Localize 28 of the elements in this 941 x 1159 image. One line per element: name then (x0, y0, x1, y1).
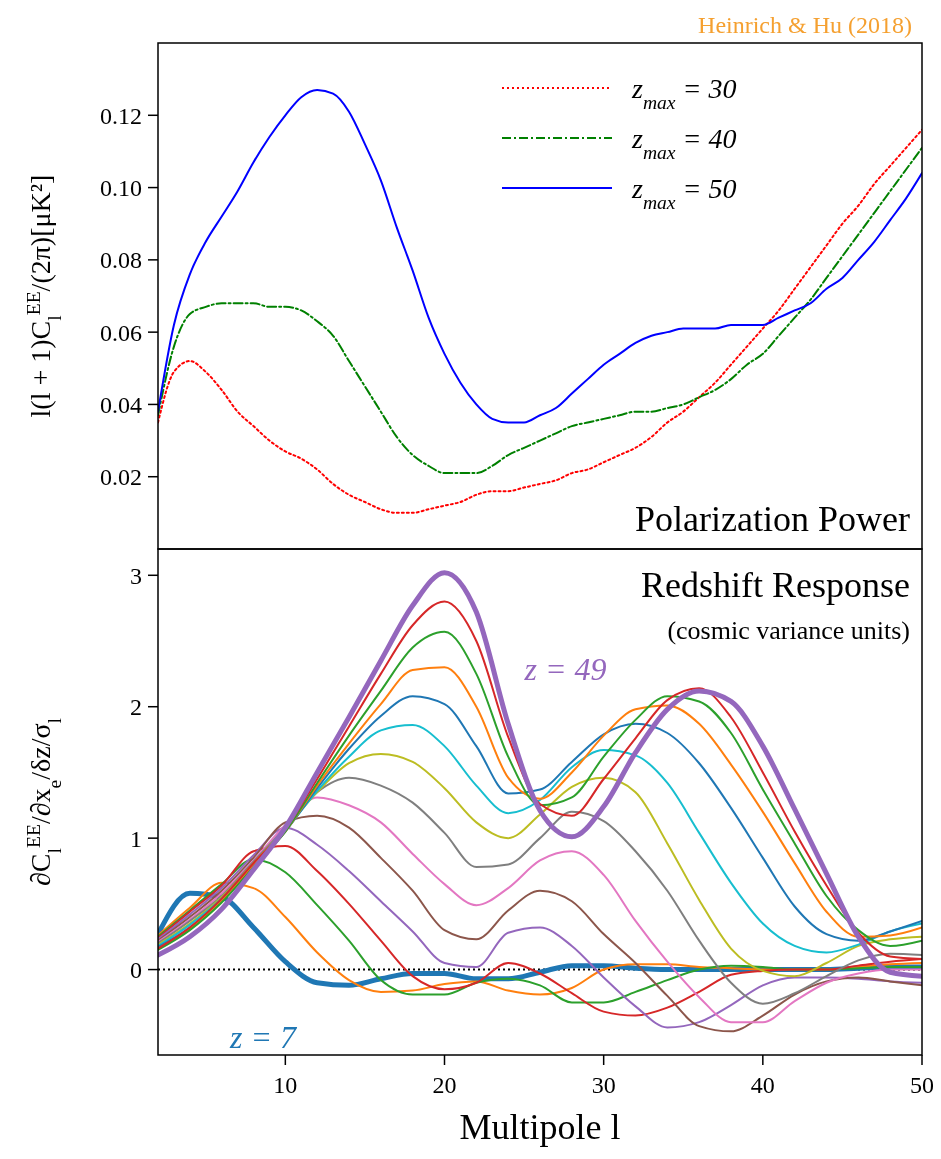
x-tick-label: 10 (273, 1072, 298, 1098)
x-axis-title: Multipole l (459, 1107, 621, 1147)
legend-label: z$_{max}$ = 40 (631, 122, 737, 163)
text: Heinrich & Hu (2018) (698, 12, 912, 38)
x-tick-label: 50 (910, 1072, 934, 1098)
legend-label: z$_{max}$ = 50 (631, 172, 737, 213)
x-tick-label: 40 (750, 1072, 775, 1098)
annotation: Polarization Power (635, 499, 910, 539)
y-tick-label: 0.12 (100, 102, 142, 129)
series-label: z = 7 (229, 1019, 299, 1056)
line-series (158, 858, 922, 1004)
y-tick-label: 3 (130, 562, 142, 589)
y-tick-label: 0.08 (100, 247, 142, 274)
line-series (158, 776, 922, 1005)
annotation: (cosmic variance units) (667, 616, 910, 645)
legend-label: z$_{max}$ = 30 (631, 72, 737, 113)
y-tick-label: 0.06 (100, 319, 142, 346)
line-series (158, 753, 922, 978)
y-tick-label: 1 (130, 825, 142, 852)
y-tick-label: 0.02 (100, 464, 142, 491)
y-tick-label: 2 (130, 694, 142, 721)
x-tick-label: 30 (591, 1072, 616, 1098)
series-label: z = 49 (523, 651, 607, 688)
x-tick-label: 20 (432, 1072, 457, 1098)
annotation: Redshift Response (641, 565, 910, 605)
y-tick-label: 0 (130, 956, 142, 983)
y-tick-label: 0.04 (100, 391, 142, 418)
y-tick-label: 0.10 (100, 174, 142, 201)
